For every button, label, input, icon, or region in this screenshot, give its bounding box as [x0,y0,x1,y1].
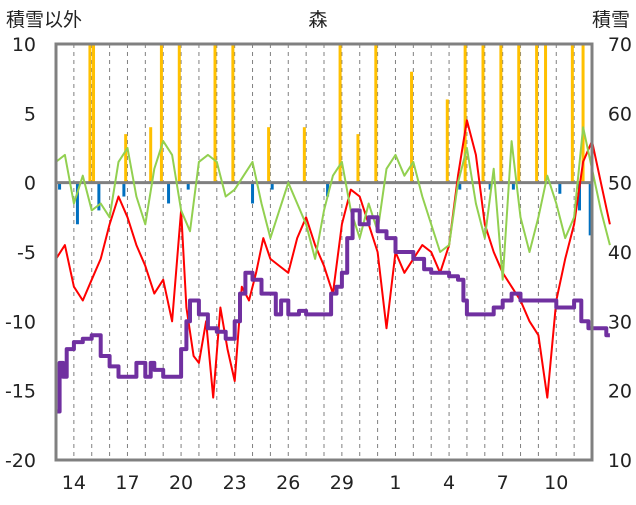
x-tick-label: 20 [169,472,193,494]
left-y-tick-label: -5 [17,242,36,264]
vertical-gridlines [73,44,575,460]
left-y-tick-label: -10 [5,311,36,333]
orange-bar [517,44,521,183]
left-y-tick-label: 5 [24,103,36,125]
x-tick-label: 17 [115,472,139,494]
x-tick-label: 29 [330,472,354,494]
left-y-tick-label: -15 [5,381,36,403]
blue-bar [458,182,462,190]
orange-bar [463,44,467,183]
left-axis-label: 積雪以外 [6,9,82,31]
blue-bar [186,182,190,190]
blue-bar [251,182,255,204]
bar-series [56,44,592,236]
right-y-tick-label: 60 [608,103,632,125]
blue-bar [167,182,171,204]
x-tick-label: 7 [497,472,509,494]
orange-bar [570,44,574,183]
orange-bar [177,44,181,183]
red-series-line [55,119,611,399]
blue-bar [58,182,62,190]
left-y-tick-label: 0 [24,173,36,195]
left-y-tick-label: 10 [12,34,36,56]
blue-bar [577,182,581,211]
orange-bar [88,44,92,183]
orange-bar [338,44,342,183]
purple-series-line [56,208,610,414]
x-tick-label: 4 [443,472,455,494]
x-tick-label: 1 [389,472,401,494]
orange-bar [410,71,414,183]
orange-bar [149,127,153,183]
right-y-tick-label: 10 [608,450,632,472]
x-tick-label: 14 [62,472,86,494]
x-tick-labels: 14 17 20 23 26 29 1 4 7 10 [62,472,569,494]
blue-bar [270,182,274,190]
blue-bar [75,182,79,225]
blue-bar [488,182,492,190]
orange-bar [213,44,217,183]
blue-bar [326,182,330,197]
blue-bar [122,182,126,197]
orange-bar [92,44,96,183]
right-y-tick-label: 30 [608,311,632,333]
right-y-tick-labels: 70 60 50 40 30 20 10 [608,34,632,472]
x-tick-label: 23 [223,472,247,494]
orange-bar [499,44,503,183]
orange-bar [302,127,306,183]
right-y-tick-label: 40 [608,242,632,264]
orange-bar [481,44,485,183]
orange-bar [267,127,271,183]
plot-frame [54,42,594,462]
x-tick-label: 26 [276,472,300,494]
x-tick-label: 10 [544,472,568,494]
left-y-tick-labels: 10 5 0 -5 -10 -15 -20 [5,34,36,472]
orange-bar [544,44,548,183]
right-y-tick-label: 50 [608,173,632,195]
blue-bar [558,182,562,194]
orange-bar [231,44,235,183]
blue-bar [97,182,101,211]
orange-bar [445,99,449,183]
right-y-tick-label: 20 [608,381,632,403]
orange-bar [124,134,128,183]
orange-bar [581,44,585,183]
orange-bar [374,44,378,183]
blue-bar [511,182,515,190]
left-y-tick-label: -20 [5,450,36,472]
line-series [55,119,611,414]
orange-bar [356,134,360,183]
blue-bar [588,182,592,236]
green-series-line [55,126,611,281]
right-y-tick-label: 70 [608,34,632,56]
chart-title: 森 [308,9,327,31]
orange-bar [159,44,163,183]
orange-bar [535,44,539,183]
right-axis-label: 積雪 [592,9,630,31]
